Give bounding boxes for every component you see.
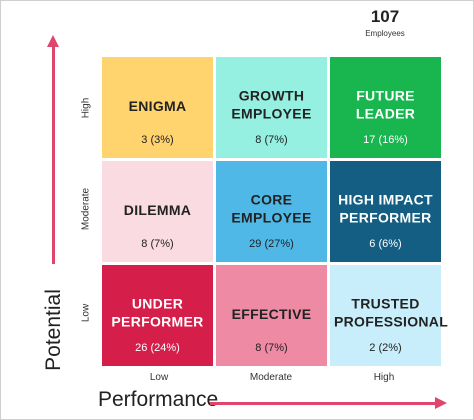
grid-cell: UNDER PERFORMER 26 (24%): [102, 265, 213, 366]
total-label: Employees: [365, 29, 405, 38]
grid-cell: TRUSTED PROFESSIONAL 2 (2%): [330, 265, 449, 366]
cell-count: 17 (16%): [363, 134, 408, 146]
grid-cell: GROWTH EMPLOYEE 8 (7%): [216, 57, 327, 158]
grid-cell: ENIGMA 3 (3%): [102, 57, 213, 158]
grid-cell: DILEMMA 8 (7%): [102, 161, 213, 262]
cell-count: 6 (6%): [369, 238, 402, 250]
nine-box-grid: ENIGMA 3 (3%) GROWTH EMPLOYEE 8 (7%) FUTURE …: [102, 57, 449, 366]
y-tick-label: Moderate: [80, 187, 92, 231]
x-tick-label: Low: [149, 372, 169, 383]
cell-count: 8 (7%): [255, 342, 288, 354]
cell-count: 2 (2%): [369, 342, 402, 354]
grid-cell: CORE EMPLOYEE 29 (27%): [216, 161, 327, 262]
x-tick-label: Moderate: [249, 372, 293, 383]
cell-label: EFFECTIVE: [231, 305, 312, 322]
cell-label: CORE EMPLOYEE: [231, 190, 312, 225]
cell-count: 8 (7%): [141, 238, 174, 250]
cell-count: 26 (24%): [135, 342, 180, 354]
cell-label: TRUSTED PROFESSIONAL: [334, 294, 449, 329]
cell-label: FUTURE LEADER: [355, 86, 416, 121]
cell-count: 3 (3%): [141, 134, 174, 146]
x-tick-label: High: [373, 372, 395, 383]
total-count: 107: [370, 7, 400, 26]
cell-label: ENIGMA: [128, 97, 187, 114]
grid-cell: EFFECTIVE 8 (7%): [216, 265, 327, 366]
x-axis-arrow: [210, 397, 447, 409]
y-tick-label: High: [80, 97, 92, 119]
cell-label: DILEMMA: [123, 201, 192, 218]
grid-cell: HIGH IMPACT PERFORMER 6 (6%): [330, 161, 441, 262]
cell-count: 29 (27%): [249, 238, 294, 250]
y-axis-arrow: [47, 35, 59, 264]
y-axis-title: Potential: [42, 289, 65, 371]
x-axis-title: Performance: [98, 388, 219, 411]
cell-label: GROWTH EMPLOYEE: [231, 86, 312, 121]
grid-cell: FUTURE LEADER 17 (16%): [330, 57, 441, 158]
y-tick-label: Low: [80, 303, 92, 323]
total-summary: 107 Employees: [352, 6, 418, 40]
cell-label: UNDER PERFORMER: [111, 294, 204, 329]
cell-count: 8 (7%): [255, 134, 288, 146]
cell-label: HIGH IMPACT PERFORMER: [338, 190, 433, 225]
